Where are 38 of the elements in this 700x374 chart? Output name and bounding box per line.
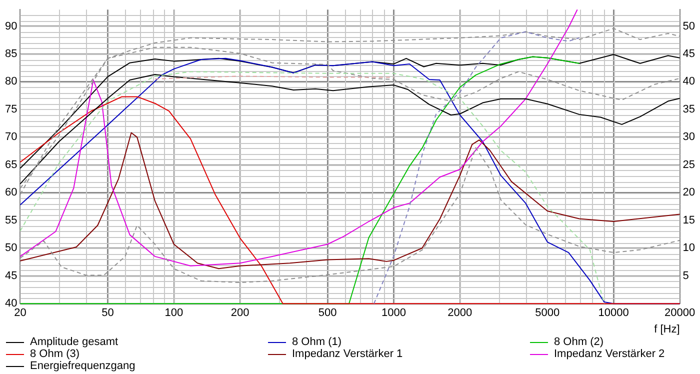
y-tick-label: 75 <box>4 103 18 116</box>
y2-tick-label: 40 <box>682 76 696 88</box>
x-tick-label: 20000 <box>664 307 696 320</box>
x-tick-label: 20 <box>14 307 26 320</box>
y-tick-label: 50 <box>4 242 18 254</box>
y-tick-label: 70 <box>4 131 18 144</box>
y-tick-label: 45 <box>4 270 18 282</box>
x-tick-label: 500 <box>318 307 337 320</box>
y2-tick-label: 15 <box>682 214 696 226</box>
y-tick-label: 55 <box>4 214 18 226</box>
legend-label: 8 Ohm (1) <box>292 336 342 348</box>
y-tick-label: 60 <box>4 186 18 199</box>
legend-label: Impedanz Verstärker 1 <box>292 348 403 360</box>
x-tick-label: 200 <box>230 307 250 320</box>
x-tick-label: 100 <box>164 307 184 320</box>
y2-tick-label: 20 <box>682 186 696 199</box>
x-tick-label: 2000 <box>448 307 472 320</box>
y-tick-label: 65 <box>4 158 18 171</box>
legend-label: 8 Ohm (2) <box>554 336 604 348</box>
x-tick-label: 5000 <box>535 307 560 320</box>
legend-label: Energiefrequenzgang <box>30 360 136 372</box>
y2-tick-label: 50 <box>682 20 696 32</box>
legend-label: Impedanz Verstärker 2 <box>554 348 665 360</box>
x-tick-label: 50 <box>102 307 114 320</box>
legend-label: 8 Ohm (3) <box>30 348 80 360</box>
x-tick-label: 10000 <box>598 307 629 320</box>
y-tick-label: 85 <box>4 48 18 60</box>
y2-tick-label: 35 <box>682 103 696 116</box>
y2-tick-label: 10 <box>682 242 696 254</box>
y2-tick-label: 45 <box>682 48 696 60</box>
y2-tick-label: 25 <box>682 158 696 171</box>
x-tick-label: 1000 <box>382 307 406 320</box>
y2-tick-label: 5 <box>682 270 689 282</box>
legend-label: Amplitude gesamt <box>30 336 118 348</box>
y-tick-label: 80 <box>4 76 18 88</box>
y-tick-label: 90 <box>4 20 18 32</box>
x-axis-title: f [Hz] <box>654 323 680 336</box>
y2-tick-label: 30 <box>682 131 696 144</box>
